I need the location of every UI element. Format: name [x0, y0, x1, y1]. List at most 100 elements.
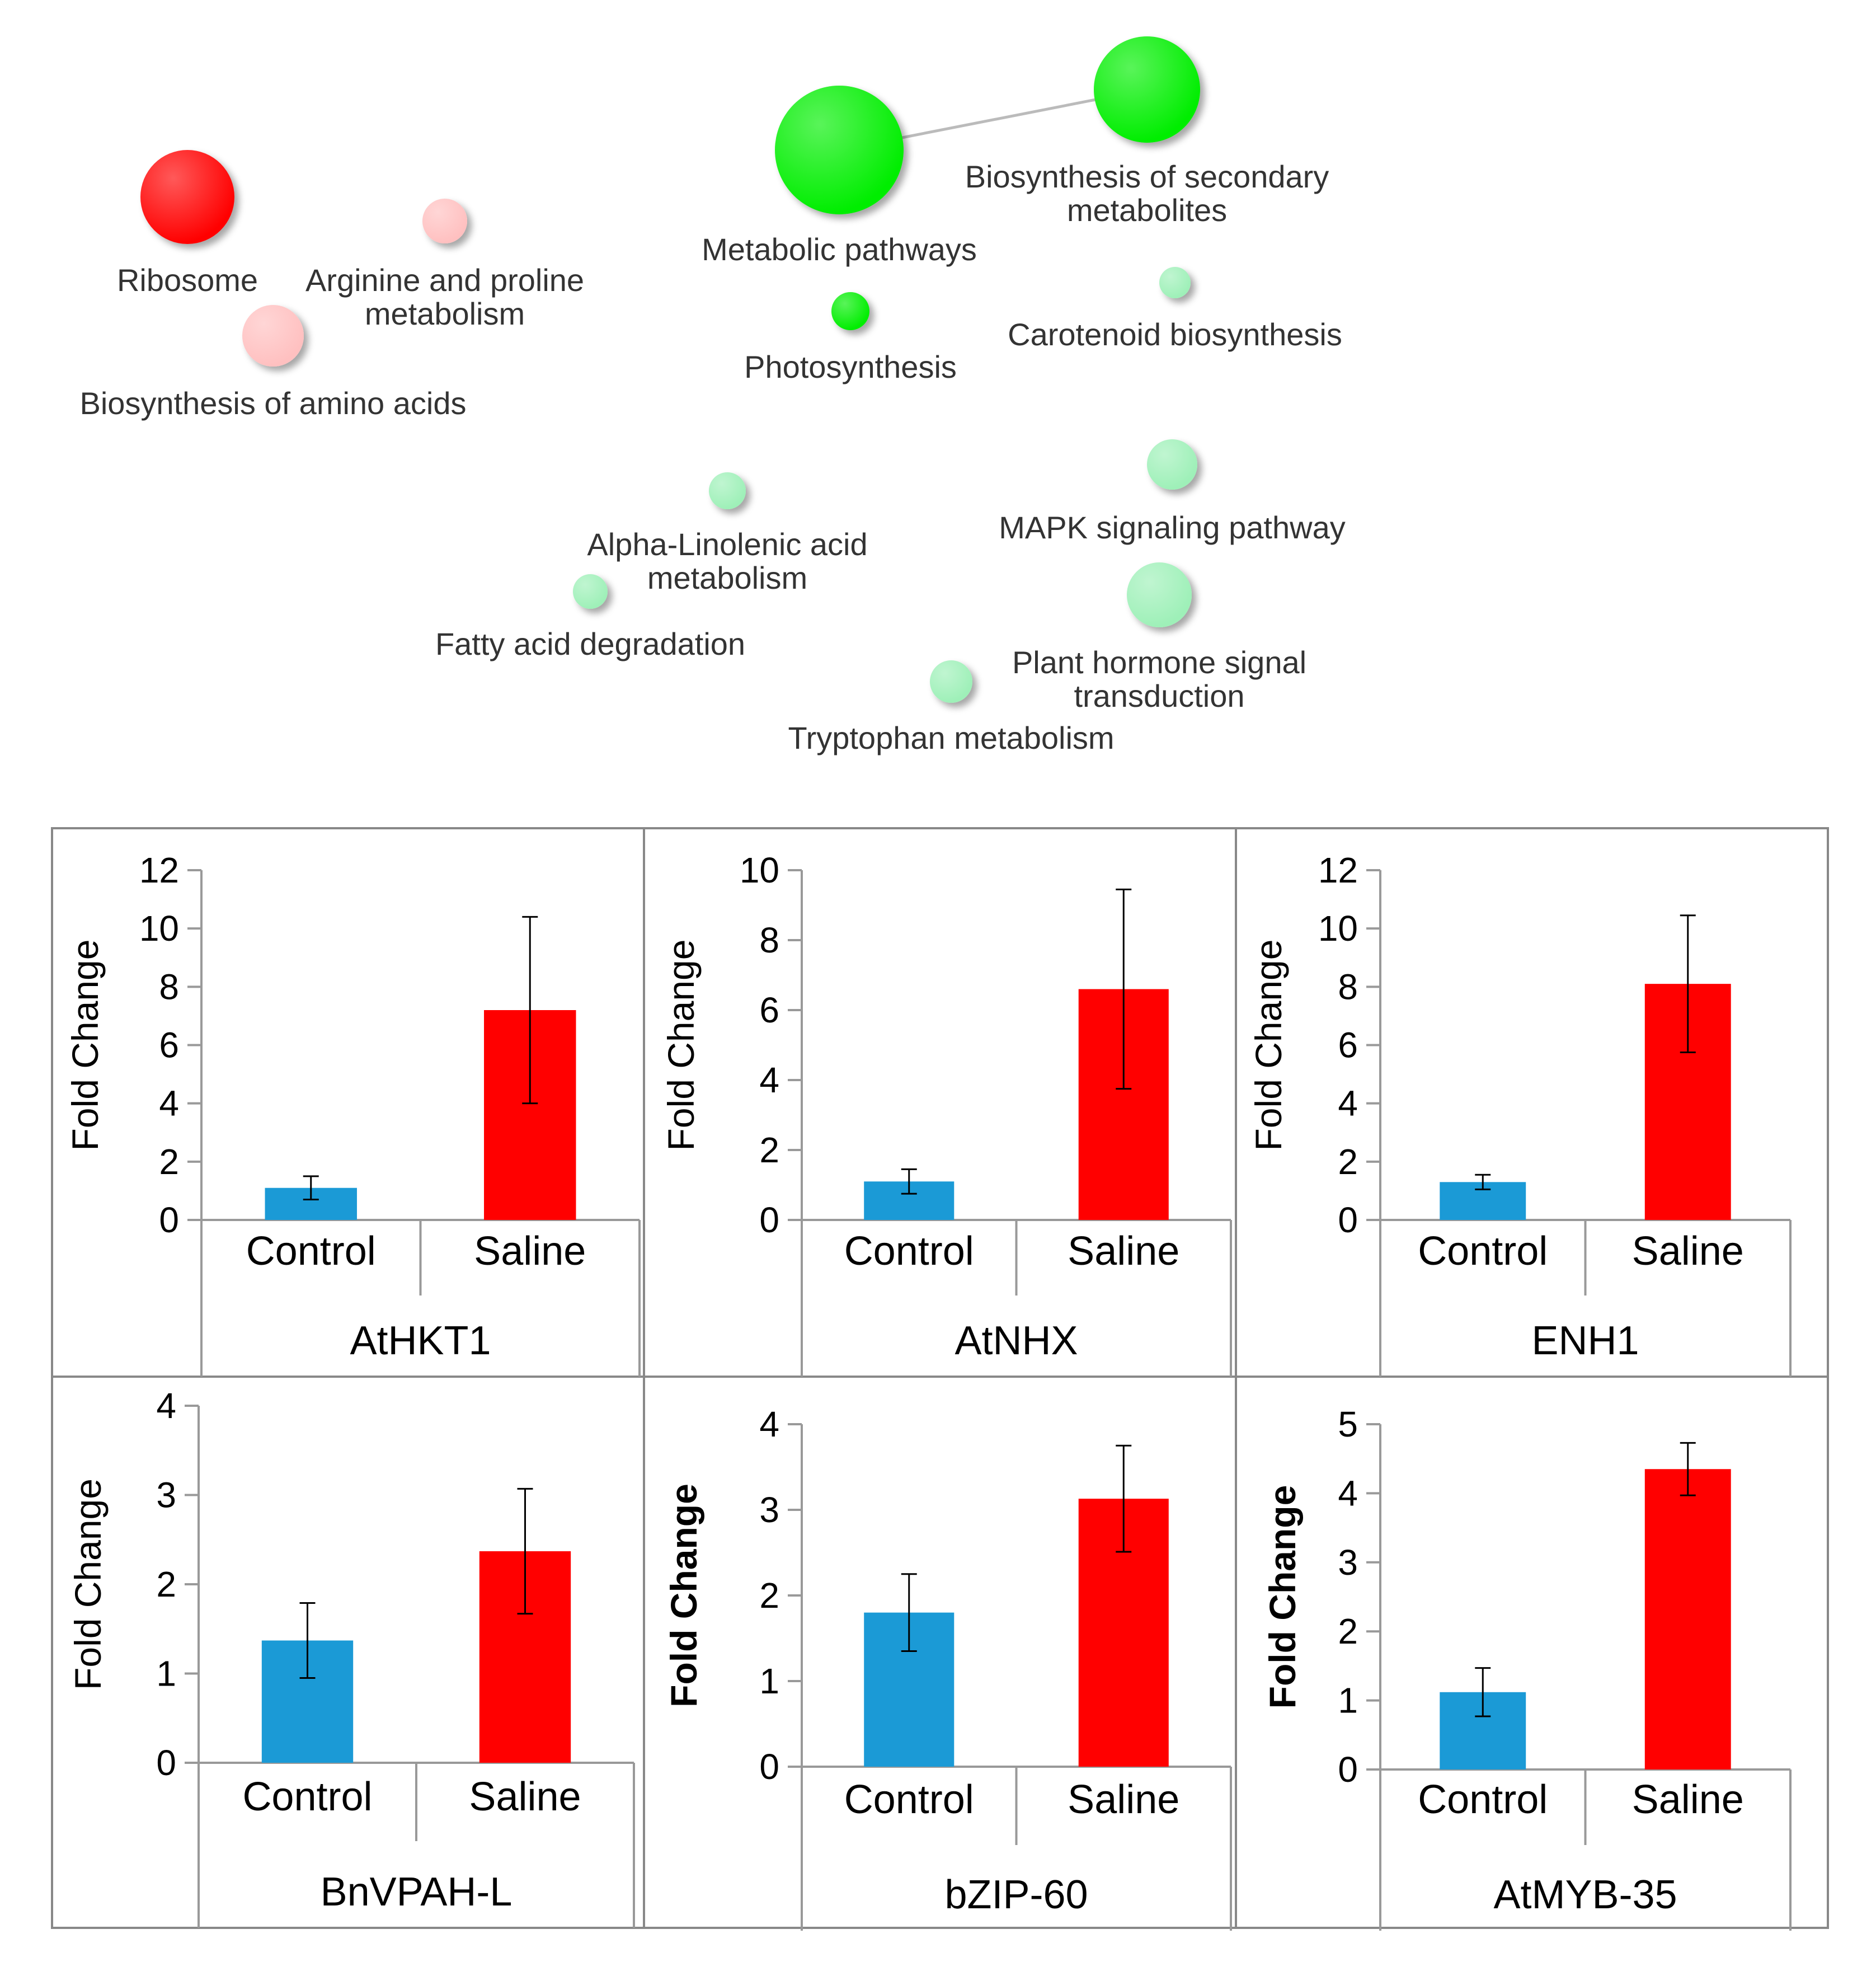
- y-tick-label: 0: [1338, 1749, 1358, 1790]
- gene-label: AtMYB-35: [1493, 1872, 1677, 1917]
- y-tick-label: 8: [159, 966, 179, 1007]
- node-label-line: Tryptophan metabolism: [788, 720, 1114, 755]
- node-label-line: Carotenoid biosynthesis: [1008, 317, 1342, 352]
- y-tick-label: 4: [759, 1404, 779, 1444]
- y-tick-label: 12: [139, 850, 179, 890]
- y-tick-label: 0: [156, 1743, 176, 1783]
- node-fatty-acid-highlight: [573, 574, 608, 609]
- node-arginine[interactable]: Arginine and proline metabolism: [305, 199, 584, 331]
- gene-label: AtNHX: [955, 1318, 1078, 1363]
- y-tick-label: 2: [159, 1142, 179, 1182]
- category-label-control: Control: [246, 1229, 376, 1274]
- category-label-saline: Saline: [1632, 1229, 1744, 1274]
- category-label-control: Control: [242, 1775, 372, 1819]
- y-tick-label: 4: [159, 1083, 179, 1124]
- node-label-line: Plant hormone signal: [1012, 645, 1306, 680]
- node-label-line: metabolites: [1067, 193, 1227, 228]
- node-fatty-acid[interactable]: Fatty acid degradation: [435, 574, 745, 661]
- node-label-line: Fatty acid degradation: [435, 626, 745, 661]
- gene-label: AtHKT1: [350, 1318, 491, 1363]
- chart-AtMYB-35: 0 1 2 3 4 5 Fold Change Control Saline AtMYB-35: [1262, 1404, 1792, 1931]
- panels-frame: [51, 827, 1829, 1929]
- node-amino-acids[interactable]: Biosynthesis of amino acids: [79, 305, 467, 421]
- gene-label: ENH1: [1531, 1318, 1639, 1363]
- node-plant-hormone-highlight: [1127, 562, 1192, 627]
- node-metabolic[interactable]: Metabolic pathways: [702, 86, 977, 267]
- y-tick-label: 2: [156, 1564, 176, 1604]
- node-mapk[interactable]: MAPK signaling pathway: [999, 439, 1346, 545]
- category-label-control: Control: [1418, 1229, 1548, 1274]
- y-tick-label: 0: [1338, 1200, 1358, 1240]
- node-photosynthesis-highlight: [831, 292, 869, 330]
- node-plant-hormone[interactable]: Plant hormone signal transduction: [1012, 562, 1306, 714]
- node-mapk-highlight: [1147, 439, 1197, 490]
- node-secondary-highlight: [1094, 36, 1200, 143]
- node-photosynthesis[interactable]: Photosynthesis: [744, 292, 957, 384]
- y-tick-label: 2: [759, 1575, 779, 1616]
- y-axis-label: Fold Change: [1262, 1485, 1303, 1709]
- node-label-line: MAPK signaling pathway: [999, 510, 1345, 545]
- node-ribosome[interactable]: Ribosome: [117, 150, 258, 298]
- y-axis-label: Fold Change: [660, 940, 702, 1151]
- chart-AtNHX: 0 2 4 6 8 10 Fold Change Control Saline AtNHX: [660, 850, 1232, 1377]
- y-tick-label: 6: [1338, 1025, 1358, 1066]
- gene-label: BnVPAH-L: [321, 1870, 513, 1914]
- node-amino-acids-label: Biosynthesis of amino acids: [79, 386, 466, 421]
- node-tryptophan-label: Tryptophan metabolism: [788, 720, 1114, 755]
- y-tick-label: 4: [759, 1060, 779, 1100]
- node-amino-acids-highlight: [242, 305, 304, 367]
- node-carotenoid[interactable]: Carotenoid biosynthesis: [1008, 267, 1342, 352]
- node-label-line: Arginine and proline: [305, 262, 584, 298]
- y-tick-label: 0: [759, 1200, 779, 1240]
- node-ribosome-highlight: [140, 150, 234, 244]
- y-tick-label: 2: [1338, 1142, 1358, 1182]
- node-tryptophan[interactable]: Tryptophan metabolism: [788, 660, 1115, 755]
- y-tick-label: 1: [1338, 1681, 1358, 1721]
- y-tick-label: 8: [759, 920, 779, 960]
- y-tick-label: 0: [759, 1747, 779, 1787]
- chart-bZIP-60: 0 1 2 3 4 Fold Change Control Saline bZIP-60: [663, 1404, 1232, 1931]
- node-label-line: metabolism: [365, 296, 525, 331]
- bar-saline[interactable]: [1644, 1469, 1731, 1769]
- category-label-saline: Saline: [1068, 1777, 1179, 1822]
- y-tick-label: 0: [159, 1200, 179, 1240]
- node-mapk-label: MAPK signaling pathway: [999, 510, 1345, 545]
- node-alpha-linolenic[interactable]: Alpha-Linolenic acid metabolism: [587, 472, 868, 595]
- node-fatty-acid-label: Fatty acid degradation: [435, 626, 745, 661]
- y-tick-label: 4: [1338, 1473, 1358, 1513]
- node-label-line: metabolism: [647, 560, 807, 595]
- y-tick-label: 4: [156, 1386, 176, 1426]
- y-tick-label: 3: [156, 1475, 176, 1515]
- node-metabolic-highlight: [775, 86, 904, 214]
- y-axis-label: Fold Change: [1248, 940, 1289, 1151]
- node-label-line: Ribosome: [117, 262, 258, 298]
- y-tick-label: 2: [759, 1130, 779, 1170]
- y-axis-label: Fold Change: [67, 1478, 109, 1690]
- node-label-line: Biosynthesis of amino acids: [79, 386, 466, 421]
- y-tick-label: 6: [759, 990, 779, 1030]
- chart-AtHKT1: 0 2 4 6 8 10 12 Fold Change Control Saline AtHKT1: [64, 850, 641, 1377]
- y-axis-label: Fold Change: [64, 940, 106, 1151]
- node-alpha-linolenic-highlight: [709, 472, 746, 509]
- y-tick-label: 8: [1338, 966, 1358, 1007]
- node-plant-hormone-label: Plant hormone signal transduction: [1012, 645, 1306, 714]
- pathway-network: Ribosome Arginine and proline metabolismBi…: [79, 36, 1346, 755]
- node-secondary-label: Biosynthesis of secondary metabolites: [965, 159, 1329, 228]
- node-secondary[interactable]: Biosynthesis of secondary metabolites: [965, 36, 1329, 228]
- category-label-saline: Saline: [1068, 1229, 1179, 1274]
- y-tick-label: 10: [740, 850, 779, 890]
- category-label-saline: Saline: [474, 1229, 586, 1274]
- node-label-line: Alpha-Linolenic acid: [587, 527, 867, 562]
- chart-ENH1: 0 2 4 6 8 10 12 Fold Change Control Saline ENH1: [1248, 850, 1792, 1377]
- y-tick-label: 12: [1318, 850, 1358, 890]
- category-label-control: Control: [844, 1229, 974, 1274]
- node-tryptophan-highlight: [930, 660, 972, 703]
- y-tick-label: 10: [1318, 908, 1358, 949]
- category-label-control: Control: [1418, 1777, 1548, 1822]
- category-label-control: Control: [844, 1777, 974, 1822]
- node-arginine-highlight: [422, 199, 467, 243]
- node-label-line: transduction: [1074, 678, 1244, 714]
- chart-BnVPAH-L: 0 1 2 3 4 Fold Change Control Saline BnVPAH-L: [67, 1386, 635, 1928]
- y-tick-label: 5: [1338, 1404, 1358, 1444]
